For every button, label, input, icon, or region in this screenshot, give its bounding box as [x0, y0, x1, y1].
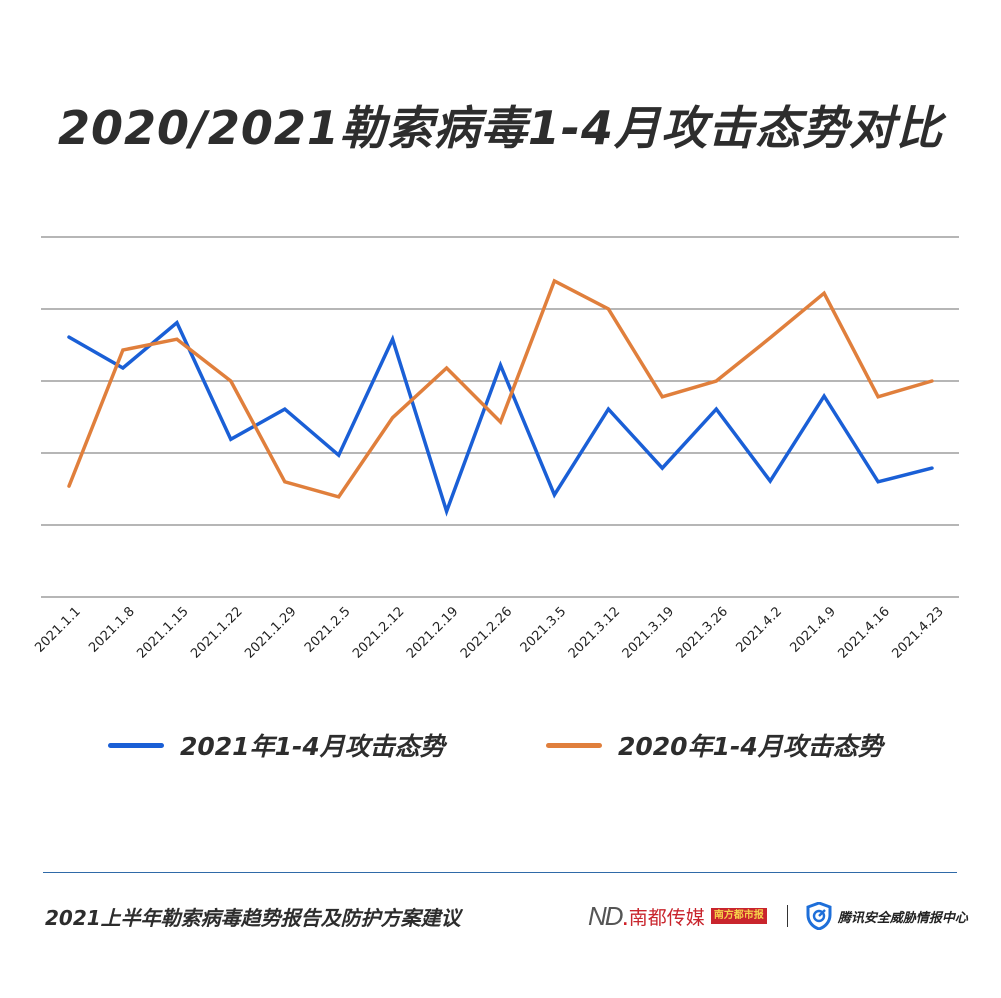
line-chart: 2021.1.1 2021.1.82021.1.152021.1.222021.1…: [32, 236, 959, 662]
footer-logos: ND. 南都传媒 南方都市报 腾讯安全威胁情报中心: [588, 898, 968, 934]
legend-swatch-2020: [546, 742, 602, 748]
nd-logo-text: 南都传媒: [628, 906, 705, 929]
newspaper-logo: 南方都市报: [710, 908, 767, 924]
legend: 2021年1-4月攻击态势 2020年1-4月攻击态势: [0, 727, 1001, 761]
nd-logo-letters: ND: [588, 900, 624, 931]
x-axis-label: 2021.2.12: [350, 604, 407, 661]
x-axis-label: 2021.3.5: [518, 604, 570, 656]
legend-label-2020: 2020年1-4月攻击态势: [618, 732, 883, 761]
logo-divider: [786, 905, 788, 927]
legend-label-2021: 2021年1-4月攻击态势: [180, 732, 445, 761]
x-axis-label: 2021.1.15: [134, 604, 191, 661]
x-axis-labels: 2021.1.1 2021.1.82021.1.152021.1.222021.1…: [32, 604, 947, 661]
legend-item-2021: 2021年1-4月攻击态势: [108, 727, 445, 763]
x-axis-label: 2021.3.19: [620, 604, 677, 661]
x-axis-label: 2021.4.9: [787, 604, 839, 656]
nd-logo-mark: ND.: [588, 900, 629, 932]
x-axis-label: 2021.2.26: [458, 604, 515, 661]
x-axis-label: 2021.4.16: [835, 604, 892, 661]
x-axis-label: 2021.1.8: [86, 604, 138, 656]
series-lines: [67, 278, 934, 517]
x-axis-label: 2021.1.29: [242, 604, 299, 661]
chart-title: 2020/2021勒索病毒1-4月攻击态势对比: [58, 101, 943, 155]
x-axis-label: 2021.1.22: [188, 604, 245, 661]
series-2021-line: [67, 319, 934, 517]
tencent-logo-text: 腾讯安全威胁情报中心: [837, 910, 968, 926]
x-axis-label: 2021.3.26: [674, 604, 731, 661]
series-2020-line: [67, 278, 934, 499]
x-axis-label: 2021.2.5: [302, 604, 354, 656]
report-title: 2021上半年勒索病毒趋势报告及防护方案建议: [45, 906, 461, 930]
footer-divider: [43, 872, 957, 873]
legend-item-2020: 2020年1-4月攻击态势: [546, 727, 883, 763]
shield-icon: [806, 902, 832, 930]
x-axis-label: 2021.2.19: [404, 604, 461, 661]
gridlines: [41, 236, 959, 598]
nd-logo-dot: .: [621, 900, 629, 931]
x-axis-label: 2021.1.1: [32, 604, 84, 656]
x-axis-label: 2021.4.23: [889, 604, 946, 661]
legend-swatch-2021: [108, 742, 164, 748]
x-axis-label: 2021.3.12: [566, 604, 623, 661]
x-axis-label: 2021.4.2: [733, 604, 785, 656]
